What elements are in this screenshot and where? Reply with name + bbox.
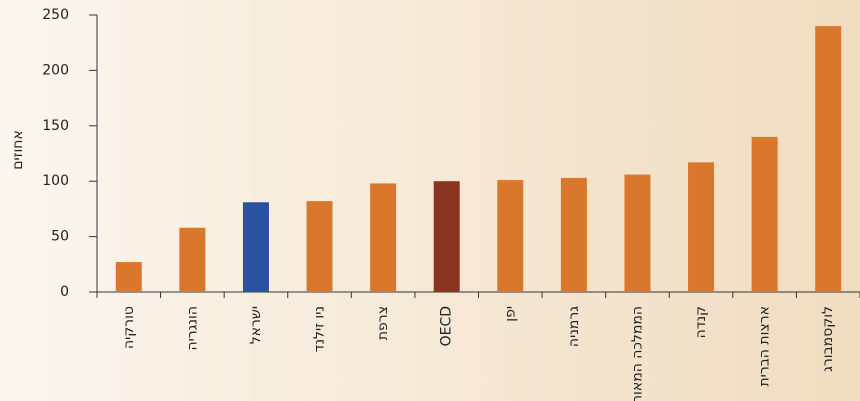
x-tick-label: OECD xyxy=(439,306,455,346)
x-tick-label: יפן xyxy=(502,306,518,322)
bar xyxy=(179,227,206,292)
x-tick-label: צרפת xyxy=(375,306,391,340)
x-tick-label: הונגריה xyxy=(184,306,200,351)
y-tick-label: 200 xyxy=(42,62,69,78)
bar xyxy=(688,162,715,292)
y-tick-label: 250 xyxy=(42,7,69,23)
x-tick-label: גרמניה xyxy=(566,306,582,347)
x-tick-label: קנדה xyxy=(693,306,709,338)
x-tick-label: לוקסמבורג xyxy=(820,306,836,372)
x-tick-label: טורקיה xyxy=(121,306,137,349)
y-tick-label: 50 xyxy=(51,229,69,245)
bar xyxy=(815,26,842,293)
bar xyxy=(433,181,460,292)
y-tick-label: 100 xyxy=(42,173,69,189)
bar xyxy=(497,180,524,292)
bar xyxy=(306,201,333,292)
x-tick-label: ישראל xyxy=(248,306,264,344)
y-axis-label: אחוזים xyxy=(10,130,26,170)
bar xyxy=(242,202,269,292)
bar xyxy=(751,136,778,292)
bar xyxy=(370,183,397,292)
bar xyxy=(560,177,587,292)
bar xyxy=(115,262,142,292)
x-tick-label: ניו זילנד xyxy=(312,306,328,352)
y-tick-label: 150 xyxy=(42,118,69,134)
y-tick-label: 0 xyxy=(60,284,69,300)
x-tick-label: ארצות הברית xyxy=(757,306,773,387)
bar xyxy=(624,174,651,292)
x-tick-label: הממלכה המאוחדת xyxy=(629,306,645,401)
